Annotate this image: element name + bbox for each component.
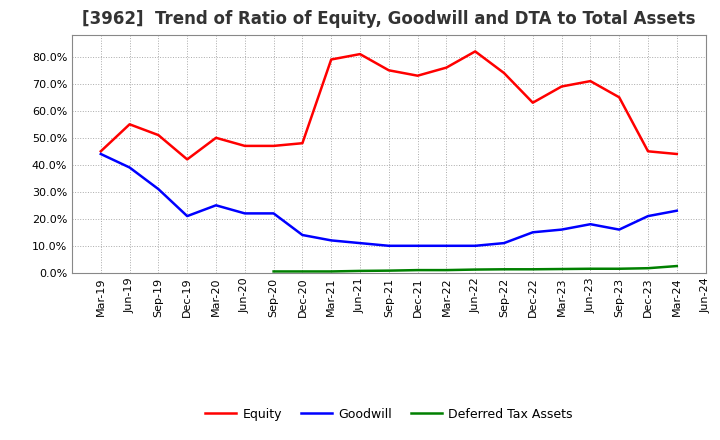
Equity <box>96 149 105 154</box>
Equity <box>644 149 652 154</box>
Line: Equity: Equity <box>101 51 677 159</box>
Title: [3962]  Trend of Ratio of Equity, Goodwill and DTA to Total Assets: [3962] Trend of Ratio of Equity, Goodwil… <box>82 10 696 28</box>
Equity <box>240 143 249 149</box>
Equity <box>356 51 364 57</box>
Equity <box>183 157 192 162</box>
Equity <box>384 68 393 73</box>
Goodwill <box>240 211 249 216</box>
Goodwill <box>672 208 681 213</box>
Goodwill <box>125 165 134 170</box>
Line: Goodwill: Goodwill <box>101 154 677 246</box>
Goodwill <box>615 227 624 232</box>
Goodwill <box>212 203 220 208</box>
Goodwill <box>183 213 192 219</box>
Goodwill <box>327 238 336 243</box>
Goodwill <box>413 243 422 249</box>
Deferred Tax Assets <box>644 266 652 271</box>
Deferred Tax Assets <box>298 269 307 274</box>
Goodwill <box>471 243 480 249</box>
Equity <box>500 70 508 76</box>
Deferred Tax Assets <box>269 269 278 274</box>
Equity <box>586 78 595 84</box>
Goodwill <box>269 211 278 216</box>
Equity <box>212 135 220 140</box>
Goodwill <box>586 222 595 227</box>
Line: Deferred Tax Assets: Deferred Tax Assets <box>274 266 677 271</box>
Deferred Tax Assets <box>672 264 681 269</box>
Deferred Tax Assets <box>384 268 393 273</box>
Goodwill <box>154 187 163 192</box>
Deferred Tax Assets <box>413 268 422 273</box>
Equity <box>442 65 451 70</box>
Equity <box>125 121 134 127</box>
Equity <box>471 49 480 54</box>
Goodwill <box>500 240 508 246</box>
Goodwill <box>96 151 105 157</box>
Goodwill <box>384 243 393 249</box>
Deferred Tax Assets <box>500 267 508 272</box>
Deferred Tax Assets <box>528 267 537 272</box>
Deferred Tax Assets <box>356 268 364 274</box>
Deferred Tax Assets <box>615 266 624 271</box>
Deferred Tax Assets <box>327 269 336 274</box>
Goodwill <box>557 227 566 232</box>
Goodwill <box>442 243 451 249</box>
Equity <box>615 95 624 100</box>
Equity <box>154 132 163 138</box>
Goodwill <box>356 240 364 246</box>
Goodwill <box>644 213 652 219</box>
Equity <box>269 143 278 149</box>
Equity <box>298 140 307 146</box>
Goodwill <box>298 232 307 238</box>
Deferred Tax Assets <box>586 266 595 271</box>
Deferred Tax Assets <box>557 266 566 271</box>
Equity <box>557 84 566 89</box>
Legend: Equity, Goodwill, Deferred Tax Assets: Equity, Goodwill, Deferred Tax Assets <box>200 403 577 425</box>
Deferred Tax Assets <box>442 268 451 273</box>
Equity <box>528 100 537 105</box>
Equity <box>672 151 681 157</box>
Goodwill <box>528 230 537 235</box>
Equity <box>327 57 336 62</box>
Deferred Tax Assets <box>471 267 480 272</box>
Equity <box>413 73 422 78</box>
